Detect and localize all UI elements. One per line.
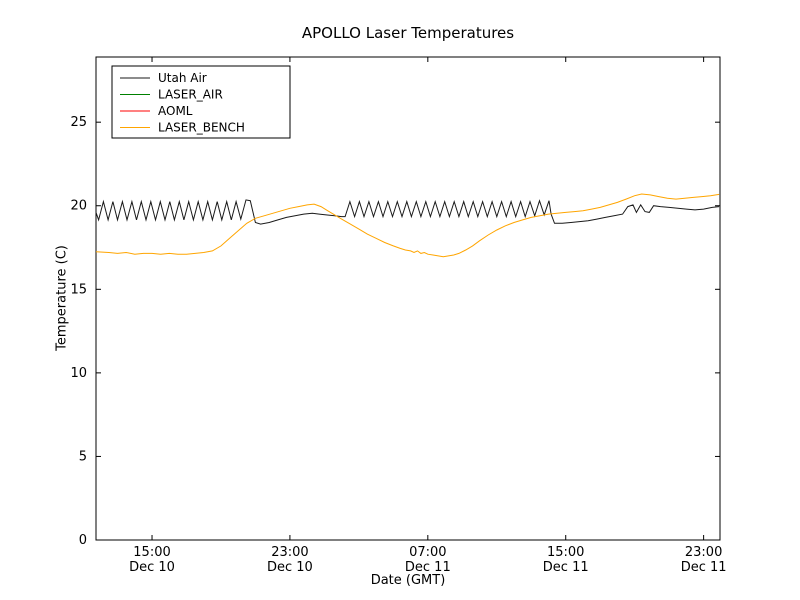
x-tick-label-time: 07:00 [409,545,446,560]
x-tick-label-date: Dec 11 [681,560,727,575]
series-line-laser-bench [95,193,720,258]
x-tick-label-time: 23:00 [271,545,308,560]
plot-frame [95,56,721,541]
y-tick-label: 5 [79,449,87,464]
x-tick-label-date: Dec 10 [129,560,175,575]
chart-title: APOLLO Laser Temperatures [301,24,515,42]
x-tick-label-time: 15:00 [547,545,584,560]
legend-item-label: LASER_BENCH [158,121,245,135]
y-tick-label: 20 [70,199,87,214]
x-tick-label-time: 15:00 [133,545,170,560]
y-tick-label: 15 [70,282,87,297]
legend-item-label: AOML [158,104,193,118]
x-tick-label-date: Dec 10 [267,560,313,575]
legend-item-label: LASER_AIR [158,88,223,102]
series-line-utah-air [95,199,720,225]
y-tick-label: 10 [70,366,87,381]
y-axis-label: Temperature (C) [54,245,70,351]
x-tick-label-date: Dec 11 [405,560,451,575]
legend-item-label: Utah Air [158,71,207,85]
y-tick-label: 25 [70,115,87,130]
x-tick-label-date: Dec 11 [543,560,589,575]
x-axis-label: Date (GMT) [370,573,446,588]
y-tick-label: 0 [79,533,87,548]
x-tick-label-time: 23:00 [685,545,722,560]
